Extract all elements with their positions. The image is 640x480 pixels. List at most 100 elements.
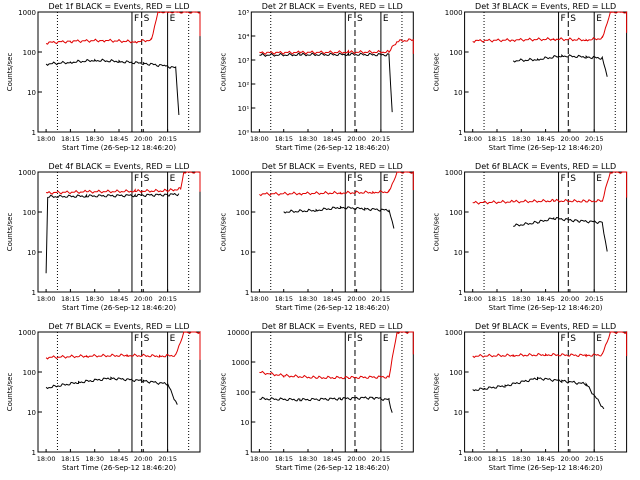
y-tick-label: 10 [454, 409, 463, 417]
y-axis-label: Counts/sec [433, 213, 441, 252]
y-tick-label: 10 [454, 249, 463, 257]
plot-frame [464, 331, 628, 453]
flag-label-e: E [383, 174, 389, 184]
y-tick-label: 100 [449, 209, 462, 217]
x-tick-label: 18:00 [463, 295, 482, 303]
x-tick-label: 18:15 [488, 135, 507, 143]
x-tick-label: 20:00 [134, 455, 153, 463]
flag-label-e: E [170, 14, 176, 24]
y-tick-label: 10 [454, 89, 463, 97]
y-tick-label: 1000 [445, 9, 463, 17]
x-tick-label: 18:30 [299, 295, 318, 303]
y-tick-label: 1000 [445, 169, 463, 177]
x-tick-label: 18:30 [512, 455, 531, 463]
x-tick-label: 18:00 [250, 295, 269, 303]
x-tick-label: 20:15 [158, 455, 177, 463]
panel-title: Det 8f BLACK = Events, RED = LLD [262, 322, 403, 331]
y-tick-label: 1 [245, 449, 249, 457]
panel-4: Det 4f BLACK = Events, RED = LLD 1 10 100 10… [6, 162, 201, 312]
series-lld [45, 330, 201, 360]
panel-title: Det 2f BLACK = Events, RED = LLD [262, 2, 403, 11]
x-tick-label: 18:15 [488, 295, 507, 303]
x-tick-label: 20:00 [134, 135, 153, 143]
y-axis-label: Counts/sec [219, 53, 227, 92]
panel-title: Det 5f BLACK = Events, RED = LLD [262, 162, 403, 171]
panel-2: Det 2f BLACK = Events, RED = LLD 10⁰ 10¹ 10… [219, 2, 414, 152]
y-tick-label: 1000 [18, 329, 36, 337]
flag-label-s: S [357, 14, 363, 24]
flag-label-e: E [170, 174, 176, 184]
panel-7: Det 7f BLACK = Events, RED = LLD 1 10 100 10… [6, 322, 201, 472]
x-tick-label: 18:45 [536, 455, 555, 463]
y-tick-label: 10⁵ [238, 9, 250, 17]
y-tick-label: 10² [238, 81, 250, 89]
y-tick-label: 1 [458, 129, 462, 137]
y-tick-label: 10 [240, 249, 249, 257]
y-axis-label: Counts/sec [6, 53, 14, 92]
x-axis-label: Start Time (26-Sep-12 18:46:20) [275, 464, 389, 472]
series-events [45, 376, 178, 405]
x-axis-label: Start Time (26-Sep-12 18:46:20) [489, 144, 603, 152]
series-lld [472, 11, 628, 43]
panel-9: Det 9f BLACK = Events, RED = LLD 1 10 100 10… [433, 322, 628, 472]
flag-label-e: E [383, 14, 389, 24]
x-tick-label: 18:30 [299, 135, 318, 143]
x-tick-label: 20:00 [347, 135, 366, 143]
x-tick-label: 18:45 [110, 135, 129, 143]
x-tick-label: 18:30 [299, 455, 318, 463]
x-tick-label: 20:00 [561, 455, 580, 463]
y-tick-label: 1000 [445, 329, 463, 337]
flag-label-s: S [570, 174, 576, 184]
x-tick-label: 18:15 [274, 295, 293, 303]
x-tick-label: 18:45 [323, 135, 342, 143]
flag-label-f: F [134, 174, 139, 184]
x-tick-label: 20:00 [561, 295, 580, 303]
x-axis-label: Start Time (26-Sep-12 18:46:20) [275, 144, 389, 152]
x-tick-label: 20:15 [158, 135, 177, 143]
flag-label-f: F [347, 174, 352, 184]
y-tick-label: 100 [23, 209, 36, 217]
series-events [472, 376, 605, 410]
y-tick-label: 10 [240, 419, 249, 427]
flag-label-f: F [347, 14, 352, 24]
y-axis-label: Counts/sec [6, 213, 14, 252]
flag-label-s: S [570, 334, 576, 344]
panel-title: Det 7f BLACK = Events, RED = LLD [48, 322, 189, 331]
panel-title: Det 3f BLACK = Events, RED = LLD [475, 2, 616, 11]
x-tick-label: 18:30 [85, 455, 104, 463]
x-tick-label: 18:15 [274, 135, 293, 143]
series-events [513, 216, 608, 252]
y-tick-label: 1000 [18, 9, 36, 17]
y-tick-label: 100 [449, 369, 462, 377]
x-tick-label: 20:15 [372, 135, 391, 143]
x-tick-label: 20:00 [347, 455, 366, 463]
y-tick-label: 10⁴ [238, 33, 250, 41]
panel-title: Det 4f BLACK = Events, RED = LLD [48, 162, 189, 171]
y-tick-label: 10⁰ [238, 129, 250, 137]
series-events [283, 205, 395, 229]
x-tick-label: 18:45 [323, 295, 342, 303]
x-tick-label: 20:15 [585, 135, 604, 143]
x-tick-label: 18:00 [463, 135, 482, 143]
flag-label-e: E [596, 334, 602, 344]
x-tick-label: 18:00 [250, 455, 269, 463]
x-axis-label: Start Time (26-Sep-12 18:46:20) [489, 464, 603, 472]
x-axis-label: Start Time (26-Sep-12 18:46:20) [62, 464, 176, 472]
y-tick-label: 10000 [227, 329, 249, 337]
panel-title: Det 1f BLACK = Events, RED = LLD [48, 2, 189, 11]
x-axis-label: Start Time (26-Sep-12 18:46:20) [62, 144, 176, 152]
y-axis-label: Counts/sec [433, 373, 441, 412]
x-tick-label: 18:15 [61, 135, 80, 143]
y-axis-label: Counts/sec [6, 373, 14, 412]
x-tick-label: 18:45 [110, 455, 129, 463]
series-events [45, 58, 180, 116]
x-tick-label: 18:15 [61, 295, 80, 303]
series-events [45, 192, 180, 274]
x-tick-label: 18:30 [512, 295, 531, 303]
flag-label-s: S [144, 334, 150, 344]
panel-1: Det 1f BLACK = Events, RED = LLD 1 10 100 10… [6, 2, 201, 152]
y-tick-label: 1000 [231, 169, 249, 177]
y-tick-label: 10³ [238, 57, 250, 65]
y-tick-label: 10 [27, 249, 36, 257]
